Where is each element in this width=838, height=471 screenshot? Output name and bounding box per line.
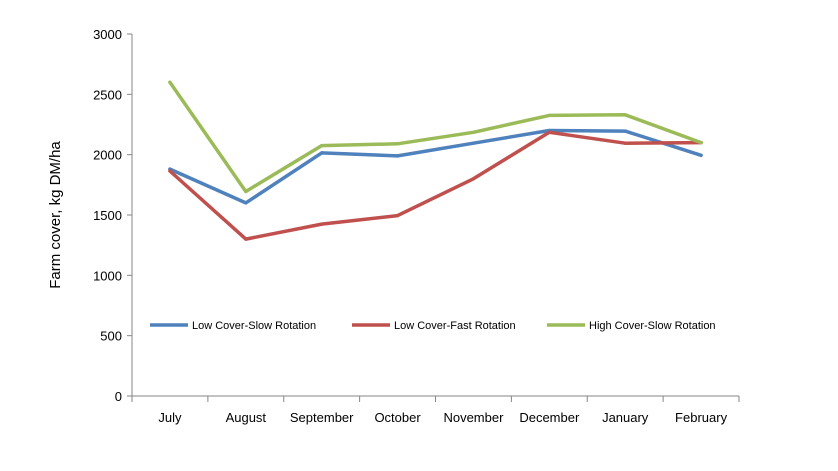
data-point	[471, 177, 476, 181]
y-tick-label: 3000	[93, 27, 122, 42]
series-line-2	[168, 130, 703, 241]
x-tick-label: January	[602, 410, 649, 425]
data-point	[320, 222, 324, 226]
series-line-3	[168, 80, 703, 194]
x-tick-label: December	[519, 410, 580, 425]
data-point	[699, 153, 703, 157]
y-tick-label: 2500	[93, 87, 122, 102]
data-point	[168, 80, 172, 84]
y-axis: 0 500 1000 1500 2000 2500 3000	[93, 27, 133, 404]
data-point	[547, 130, 551, 134]
x-tick-label: November	[443, 410, 504, 425]
data-point	[244, 237, 248, 241]
y-tick-label: 1500	[93, 208, 122, 223]
x-axis: July August September October November Decemb…	[131, 395, 740, 425]
legend-label: Low Cover-Slow Rotation	[192, 320, 316, 332]
x-tick-label: October	[374, 410, 421, 425]
x-tick-label: July	[158, 410, 182, 425]
data-point	[547, 113, 551, 118]
data-point	[395, 214, 400, 218]
data-point	[244, 201, 248, 205]
legend: Low Cover-Slow Rotation Low Cover-Fast Ro…	[150, 320, 716, 332]
legend-label: Low Cover-Fast Rotation	[394, 320, 516, 332]
series-line-1	[168, 128, 703, 205]
x-tick-label: August	[226, 410, 267, 425]
y-tick-label: 1000	[93, 268, 122, 283]
series-lines	[168, 80, 703, 241]
data-point	[471, 130, 476, 134]
y-tick-label: 2000	[93, 148, 122, 163]
data-point	[320, 151, 324, 155]
legend-label: High Cover-Slow Rotation	[589, 320, 716, 332]
y-axis-label: Farm cover, kg DM/ha	[47, 141, 64, 289]
y-tick-label: 0	[115, 389, 122, 404]
data-point	[623, 141, 627, 145]
data-point	[471, 141, 476, 145]
x-tick-label: February	[675, 410, 728, 425]
data-point	[320, 144, 324, 148]
data-point	[244, 189, 248, 194]
y-tick-label: 500	[100, 329, 122, 344]
data-point	[395, 154, 400, 158]
data-point	[168, 169, 172, 173]
data-point	[395, 142, 400, 146]
data-point	[623, 129, 627, 133]
data-point	[623, 113, 627, 117]
data-point	[699, 141, 703, 145]
x-tick-label: September	[290, 410, 354, 425]
